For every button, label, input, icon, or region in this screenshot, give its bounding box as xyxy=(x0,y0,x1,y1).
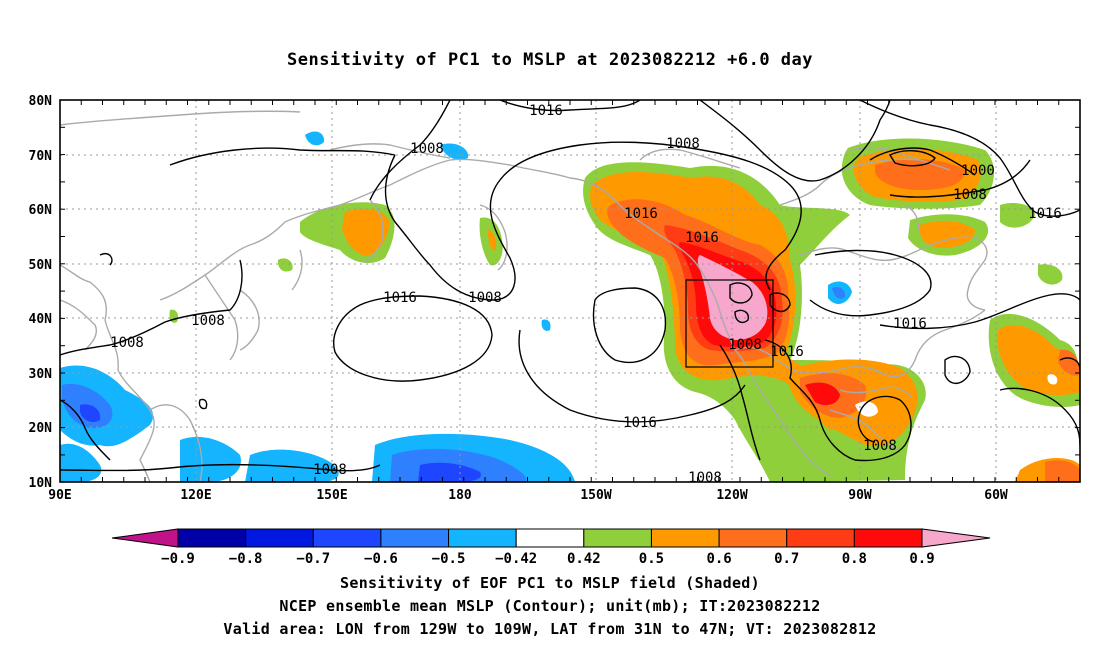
positive-region-greenland xyxy=(841,138,1063,285)
contour-label: 1016 xyxy=(1028,206,1062,222)
colorbar: −0.9 −0.8 −0.7 −0.6 −0.5 −0.42 0.42 0.5 0.6 0.7 0.… xyxy=(111,528,991,567)
positive-region-kamchatka xyxy=(169,202,503,323)
contour-label: 1008 xyxy=(688,470,722,486)
contour-label: 1008 xyxy=(468,290,502,306)
contour-label: 1016 xyxy=(685,230,719,246)
lon-label: 120W xyxy=(716,488,747,503)
colorbar-labels: −0.9 −0.8 −0.7 −0.6 −0.5 −0.42 0.42 0.5 0.6 0.7 0.… xyxy=(161,551,935,567)
colorbar-label: 0.5 xyxy=(639,551,664,567)
contour-label: 1008 xyxy=(863,438,897,454)
shade-holes xyxy=(855,374,1058,417)
caption-shaded: Sensitivity of EOF PC1 to MSLP field (Sh… xyxy=(340,574,760,592)
contour-label: 1016 xyxy=(383,290,417,306)
colorbar-box xyxy=(583,528,652,548)
negative-regions xyxy=(60,131,852,482)
lat-label: 50N xyxy=(29,258,53,273)
contour-label: 1000 xyxy=(961,163,995,179)
contour-label: 1016 xyxy=(623,415,657,431)
lat-label: 30N xyxy=(29,367,53,382)
valid-area-box xyxy=(685,279,774,368)
colorbar-label: 0.9 xyxy=(909,551,934,567)
lon-label: 90W xyxy=(848,488,872,503)
contour-label: 1016 xyxy=(893,316,927,332)
colorbar-box xyxy=(380,528,450,548)
lat-label: 10N xyxy=(29,476,53,491)
shaded-sensitivity-field xyxy=(60,131,1080,482)
lat-label: 70N xyxy=(29,149,53,164)
positive-region-atlantic xyxy=(988,313,1080,482)
contour-label: 1008 xyxy=(313,462,347,478)
colorbar-label: −0.9 xyxy=(161,551,195,567)
colorbar-box xyxy=(853,528,923,548)
colorbar-box xyxy=(448,528,517,548)
contour-label: 1016 xyxy=(770,344,804,360)
lat-label: 60N xyxy=(29,203,53,218)
contour-label: 1016 xyxy=(624,206,658,222)
colorbar-label: 0.6 xyxy=(706,551,731,567)
contour-label: 1008 xyxy=(728,337,762,353)
contour-label: 1016 xyxy=(529,103,563,119)
lat-label: 80N xyxy=(29,94,53,109)
lon-label: 180 xyxy=(448,488,472,503)
contour-label: 1008 xyxy=(110,335,144,351)
colorbar-label: 0.42 xyxy=(567,551,601,567)
colorbar-box xyxy=(650,528,720,548)
lon-label: 120E xyxy=(180,488,211,503)
colorbar-box xyxy=(718,528,788,548)
colorbar-boxes xyxy=(177,528,923,548)
colorbar-label: −0.6 xyxy=(364,551,398,567)
colorbar-label: −0.8 xyxy=(229,551,263,567)
colorbar-label: 0.7 xyxy=(774,551,799,567)
latitude-labels: 80N 70N 60N 50N 40N 30N 20N 10N xyxy=(29,94,53,491)
longitude-labels: 90E 120E 150E 180 150W 120W 90W 60W xyxy=(48,488,1008,503)
caption-valid-area: Valid area: LON from 129W to 109W, LAT f… xyxy=(223,620,877,638)
colorbar-box xyxy=(312,528,382,548)
positive-region-caribbean xyxy=(788,359,918,446)
contour-labels: 1016 1008 1016 1008 1016 1016 1008 1016 … xyxy=(110,103,1062,486)
contour-label: 1008 xyxy=(410,141,444,157)
caption-contour: NCEP ensemble mean MSLP (Contour); unit(… xyxy=(279,597,821,615)
contour-label: 1008 xyxy=(666,136,700,152)
colorbar-label: −0.7 xyxy=(296,551,330,567)
lon-label: 150E xyxy=(316,488,347,503)
colorbar-box xyxy=(245,528,314,548)
colorbar-label: −0.42 xyxy=(495,551,537,567)
contour-label: 1008 xyxy=(191,313,225,329)
lat-label: 40N xyxy=(29,312,53,327)
lon-label: 60W xyxy=(984,488,1008,503)
colorbar-box xyxy=(177,528,247,548)
colorbar-label: 0.8 xyxy=(842,551,867,567)
shade-pink xyxy=(697,255,768,340)
colorbar-box xyxy=(515,528,585,548)
colorbar-box xyxy=(786,528,855,548)
lat-label: 20N xyxy=(29,421,53,436)
lon-label: 90E xyxy=(48,488,71,503)
colorbar-low-triangle xyxy=(111,528,179,548)
axis-ticks xyxy=(59,99,1081,482)
colorbar-high-triangle xyxy=(921,528,991,548)
lon-label: 150W xyxy=(580,488,611,503)
colorbar-label: −0.5 xyxy=(432,551,466,567)
chart-title: Sensitivity of PC1 to MSLP at 2023082212… xyxy=(286,50,813,70)
mslp-contours xyxy=(60,100,1080,472)
contour-label: 1008 xyxy=(953,187,987,203)
